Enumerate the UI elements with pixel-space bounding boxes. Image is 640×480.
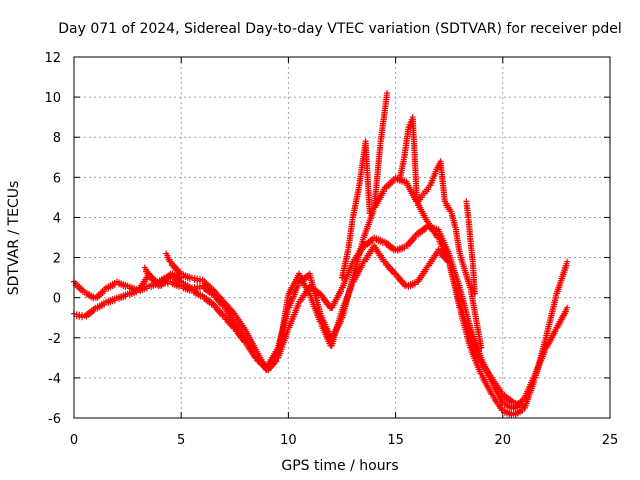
series-satellite-track-7: [141, 264, 185, 286]
y-tick-label: 4: [53, 211, 61, 226]
series-satellite-track-5: [396, 114, 485, 351]
data-point-marker: [418, 194, 425, 201]
data-point-marker: [284, 328, 291, 335]
y-tick-label: 0: [53, 292, 61, 307]
data-point-marker: [432, 170, 439, 177]
series-satellite-track-4: [339, 90, 391, 281]
y-tick-label: 10: [44, 91, 61, 106]
data-point-marker: [564, 304, 571, 311]
data-point-marker: [101, 288, 108, 295]
x-tick-label: 15: [387, 433, 404, 448]
data-point-marker: [101, 301, 108, 308]
x-tick-label: 10: [280, 433, 297, 448]
data-point-marker: [273, 358, 280, 365]
y-tick-label: 12: [44, 51, 61, 66]
y-tick-label: -2: [48, 332, 61, 347]
data-point-marker: [337, 288, 344, 295]
data-point-marker: [531, 379, 538, 386]
data-point-marker: [521, 402, 528, 409]
data-point-marker: [380, 188, 387, 195]
data-point-marker: [563, 262, 570, 269]
y-tick-label: -4: [48, 372, 61, 387]
y-tick-labels: -6 -4 -2 0 2 4 6 8 10 12: [44, 51, 61, 427]
series-satellite-track-3: [163, 242, 528, 411]
data-point-marker: [90, 308, 97, 315]
axis-ticks: [73, 56, 611, 419]
data-point-marker: [564, 258, 571, 265]
y-tick-label: -6: [48, 412, 61, 427]
data-point-marker: [390, 178, 397, 185]
x-tick-label: 0: [70, 433, 78, 448]
data-point-marker: [348, 282, 355, 289]
plot-frame: [73, 56, 611, 419]
data-point-marker: [412, 234, 419, 241]
grid-lines: [74, 57, 610, 418]
x-axis-label: GPS time / hours: [281, 458, 398, 474]
x-tick-labels: 0 5 10 15 20 25: [70, 433, 618, 448]
y-axis-label: SDTVAR / TECUs: [6, 181, 22, 296]
data-point-marker: [478, 344, 485, 351]
data-point-marker: [552, 328, 559, 335]
data-point-marker: [384, 90, 391, 97]
data-point-marker: [158, 277, 165, 284]
x-tick-label: 25: [602, 433, 619, 448]
data-point-marker: [178, 274, 185, 281]
data-point-marker: [359, 262, 366, 269]
y-tick-label: 2: [53, 252, 61, 267]
data-point-marker: [563, 308, 570, 315]
data-point-marker: [338, 310, 345, 317]
data-point-marker: [425, 186, 432, 193]
x-tick-label: 5: [177, 433, 185, 448]
series-satellite-track-6: [463, 198, 478, 297]
data-points: [71, 90, 571, 419]
data-point-marker: [423, 266, 430, 273]
y-tick-label: 6: [53, 171, 61, 186]
chart-title: Day 071 of 2024, Sidereal Day-to-day VTE…: [58, 21, 622, 37]
data-point-marker: [369, 208, 376, 215]
y-tick-label: 8: [53, 131, 61, 146]
data-point-marker: [471, 290, 478, 297]
x-tick-label: 20: [495, 433, 512, 448]
data-point-marker: [295, 302, 302, 309]
